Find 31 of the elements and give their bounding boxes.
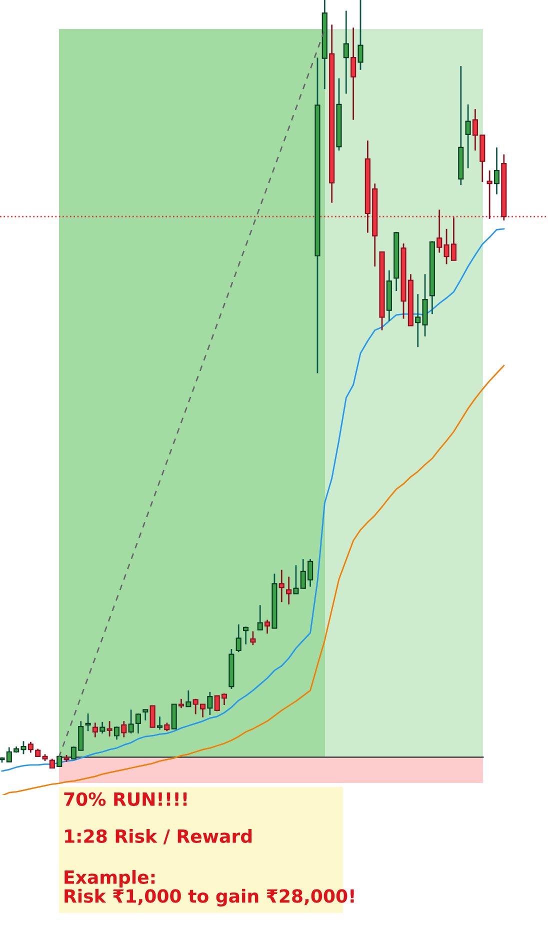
candlestick (207, 691, 213, 716)
candlestick (85, 712, 91, 732)
candlestick (150, 705, 156, 728)
text: 1:28 Risk / Reward (65, 829, 252, 844)
candlestick (100, 721, 106, 734)
candlestick (186, 690, 192, 708)
candlestick (114, 726, 120, 740)
candlestick (278, 569, 284, 603)
candlestick (350, 26, 356, 121)
candlestick (92, 722, 98, 738)
candlestick (106, 720, 112, 738)
candlestick (415, 293, 421, 348)
candlestick (49, 758, 55, 769)
candlestick (465, 104, 471, 169)
candlestick (494, 146, 500, 195)
candlestick (264, 619, 270, 634)
candlestick (293, 564, 299, 594)
candlestick (236, 624, 242, 653)
candlestick (121, 720, 127, 738)
candlestick (178, 698, 184, 709)
text: Example: Risk ₹1,000 to gain ₹28,000! (64, 870, 354, 906)
candlestick (257, 604, 263, 630)
candlestick (358, 0, 364, 71)
candlestick (142, 708, 148, 722)
candlestick (286, 576, 292, 606)
candlestick (243, 626, 249, 646)
candlestick (156, 716, 163, 730)
candlestick (28, 741, 34, 754)
candlestick (343, 10, 349, 94)
candlestick (250, 630, 256, 646)
text: 70% RUN!!!! (64, 792, 187, 806)
